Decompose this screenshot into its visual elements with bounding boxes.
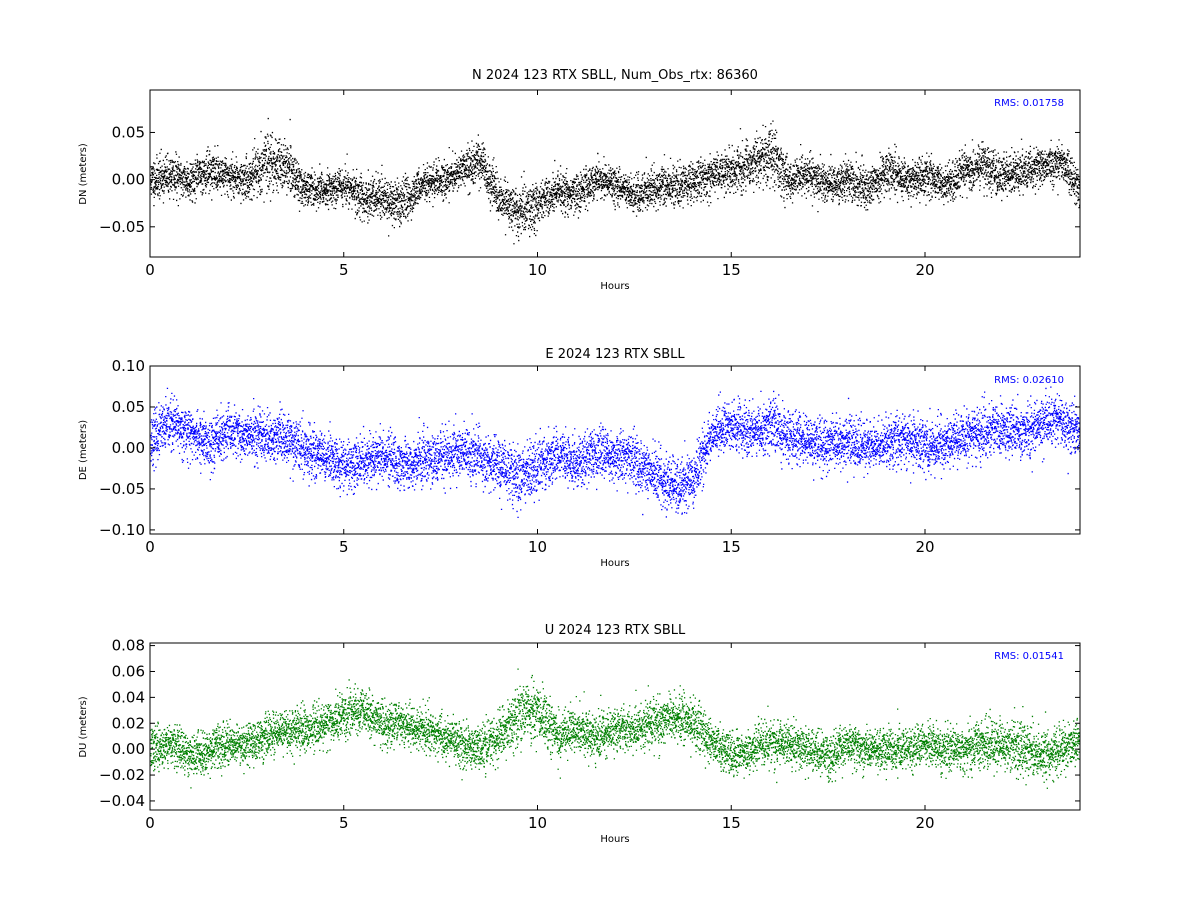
x-tick-label: 10 <box>528 538 547 556</box>
panel-up-ticks: 0 5 10 15 20 −0.04 −0.02 0.00 0.02 0.04 0.06 0.08 <box>99 637 1080 832</box>
x-tick-label: 5 <box>339 538 349 556</box>
x-tick-label: 20 <box>915 814 934 832</box>
data-points <box>150 117 1080 245</box>
y-tick-label: −0.10 <box>99 521 145 539</box>
panel-up: U 2024 123 RTX SBLL 0 5 10 15 20 −0.04 −0.02 0.… <box>78 623 1081 845</box>
panel-east-ticks: 0 5 10 15 20 −0.10 −0.05 0.00 0.05 0.10 <box>99 357 1080 556</box>
x-tick-label: 0 <box>145 814 155 832</box>
y-tick-label: 0.00 <box>112 171 145 189</box>
y-tick-label: 0.00 <box>112 740 145 758</box>
y-tick-label: −0.05 <box>99 218 145 236</box>
panel-east-rms-label: RMS: 0.02610 <box>994 375 1064 386</box>
panel-up-xlabel: Hours <box>600 834 629 845</box>
y-tick-label: 0.10 <box>112 357 145 375</box>
y-tick-label: 0.06 <box>112 662 145 680</box>
panel-up-ylabel: DU (meters) <box>78 696 89 757</box>
y-tick-label: −0.02 <box>99 766 145 784</box>
panel-north-title: N 2024 123 RTX SBLL, Num_Obs_rtx: 86360 <box>472 68 758 83</box>
panel-north: N 2024 123 RTX SBLL, Num_Obs_rtx: 86360 … <box>78 68 1081 292</box>
panel-east-xlabel: Hours <box>600 558 629 569</box>
data-points <box>150 668 1080 789</box>
data-points <box>150 386 1080 518</box>
y-tick-label: 0.00 <box>112 439 145 457</box>
panel-east-title: E 2024 123 RTX SBLL <box>545 347 685 362</box>
x-tick-label: 20 <box>915 538 934 556</box>
y-tick-label: −0.05 <box>99 480 145 498</box>
y-tick-label: 0.05 <box>112 123 145 141</box>
x-tick-label: 20 <box>915 261 934 279</box>
x-tick-label: 0 <box>145 538 155 556</box>
x-tick-label: 15 <box>722 261 741 279</box>
panel-up-rms-label: RMS: 0.01541 <box>994 651 1064 662</box>
panel-north-xlabel: Hours <box>600 281 629 292</box>
panel-east-points <box>150 386 1080 518</box>
panel-east: E 2024 123 RTX SBLL 0 5 10 15 20 −0.10 −0.05 0.… <box>78 347 1081 569</box>
panel-east-ylabel: DE (meters) <box>78 420 89 480</box>
panel-east-frame <box>149 365 1081 535</box>
x-tick-label: 15 <box>722 814 741 832</box>
panel-up-frame <box>149 642 1081 811</box>
y-tick-label: 0.05 <box>112 398 145 416</box>
x-tick-label: 10 <box>528 814 547 832</box>
x-tick-label: 15 <box>722 538 741 556</box>
x-tick-label: 0 <box>145 261 155 279</box>
x-tick-label: 10 <box>528 261 547 279</box>
panel-up-points <box>150 668 1080 789</box>
x-tick-label: 5 <box>339 261 349 279</box>
y-tick-label: 0.08 <box>112 637 145 655</box>
x-tick-label: 5 <box>339 814 349 832</box>
panel-north-points <box>150 117 1080 245</box>
y-tick-label: 0.04 <box>112 688 145 706</box>
panel-north-ylabel: DN (meters) <box>78 143 89 205</box>
panel-north-ticks: 0 5 10 15 20 −0.05 0.00 0.05 <box>99 90 1080 279</box>
y-tick-label: −0.04 <box>99 792 145 810</box>
panel-up-title: U 2024 123 RTX SBLL <box>545 623 686 638</box>
panel-north-frame <box>149 89 1081 258</box>
y-tick-label: 0.02 <box>112 714 145 732</box>
panel-north-rms-label: RMS: 0.01758 <box>994 98 1064 109</box>
